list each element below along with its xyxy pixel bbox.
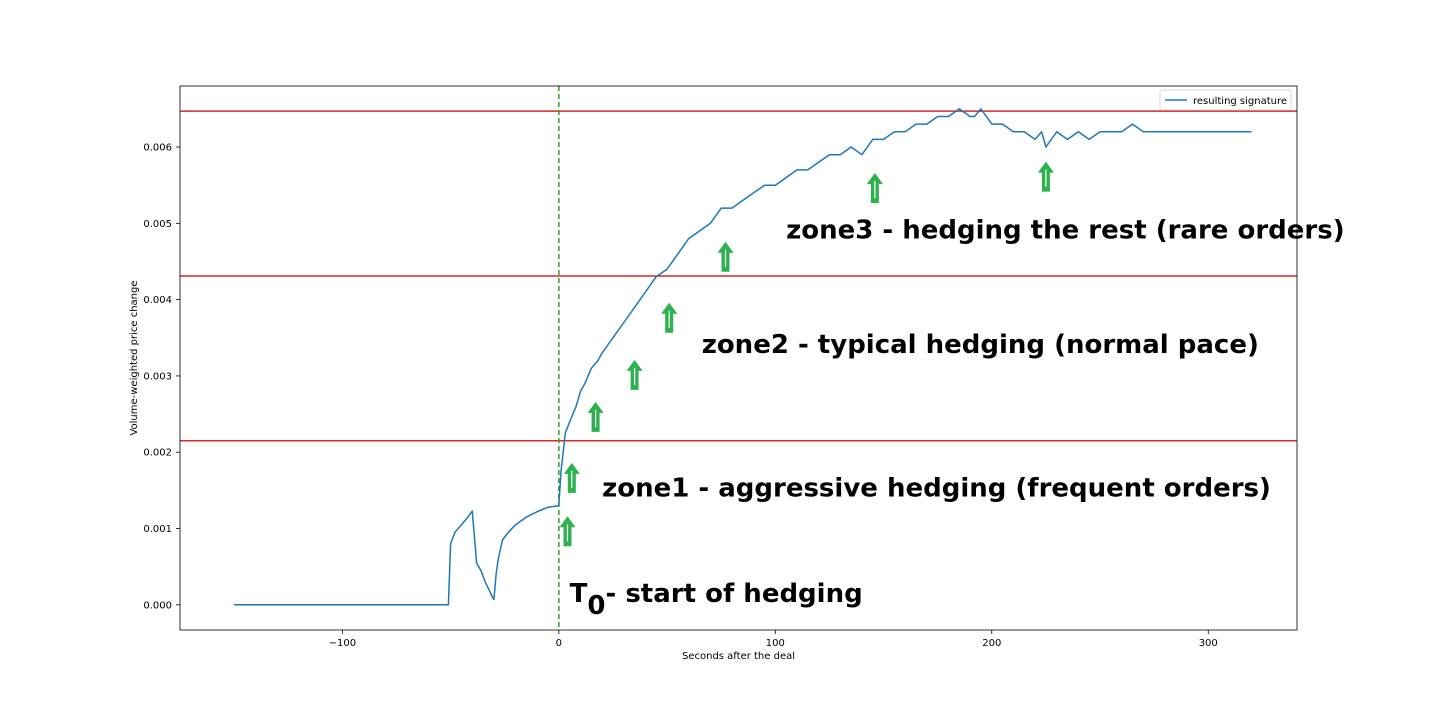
annotation-t0-text: - start of hedging [605,579,862,609]
x-tick-label: 100 [766,638,785,649]
x-axis-label: Seconds after the deal [682,651,795,662]
plot-frame [179,85,1298,631]
annotation-zone1: zone1 - aggressive hedging (frequent ord… [602,473,1271,503]
x-tick-label: 200 [982,638,1001,649]
x-tick-label: 0 [556,638,562,649]
y-tick-label: 0.004 [143,295,172,306]
reference-lines [180,86,1297,630]
series-line-1 [234,108,1252,606]
annotation-zone3: zone3 - hedging the rest (rare orders) [786,216,1344,246]
legend-label: resulting signature [1193,96,1287,107]
annotation-t0-subscript: 0 [587,591,605,621]
legend: resulting signature [1159,89,1292,111]
y-axis-label: Volume-weighted price change [129,280,140,435]
annotation-t0-letter: T [570,579,588,609]
up-arrow-icon [587,401,604,432]
x-tick-label: −100 [329,638,356,649]
axis-ticks: −100 0 100 200 300 0.000 0.001 0.002 0.003 0.004 0… [143,143,1217,649]
x-tick-label: 300 [1199,638,1218,649]
up-arrow-icon [1037,161,1054,192]
up-arrow-icon [717,241,734,272]
up-arrow-icon [661,302,678,333]
up-arrow-icon [563,462,580,493]
y-tick-label: 0.003 [143,371,172,382]
y-tick-label: 0.000 [143,600,172,611]
up-arrow-icon [866,173,883,203]
y-tick-label: 0.005 [143,219,172,230]
up-arrow-icon [559,516,576,547]
hedge-order-arrows [559,161,1054,547]
y-tick-label: 0.006 [143,143,172,154]
annotation-t0: T0- start of hedging [570,579,863,621]
annotations: zone3 - hedging the rest (rare orders) z… [570,216,1345,621]
up-arrow-icon [626,359,643,390]
y-tick-label: 0.001 [143,524,172,535]
legend-box [1159,89,1292,111]
y-tick-label: 0.002 [143,448,172,459]
annotation-zone2: zone2 - typical hedging (normal pace) [702,330,1259,360]
data-series [234,108,1252,606]
